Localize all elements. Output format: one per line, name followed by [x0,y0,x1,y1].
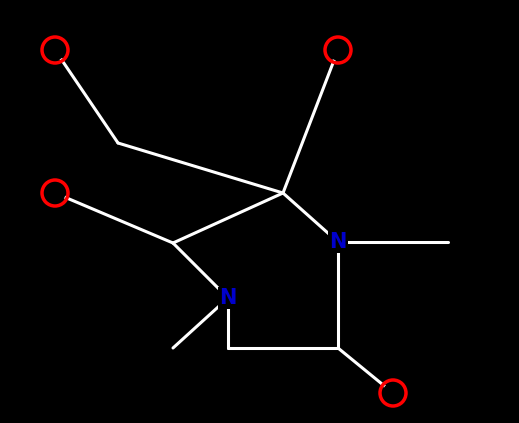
Circle shape [383,382,403,404]
Circle shape [45,182,65,203]
Text: N: N [330,232,347,252]
Circle shape [327,39,348,60]
Circle shape [45,39,65,60]
Text: N: N [220,288,237,308]
